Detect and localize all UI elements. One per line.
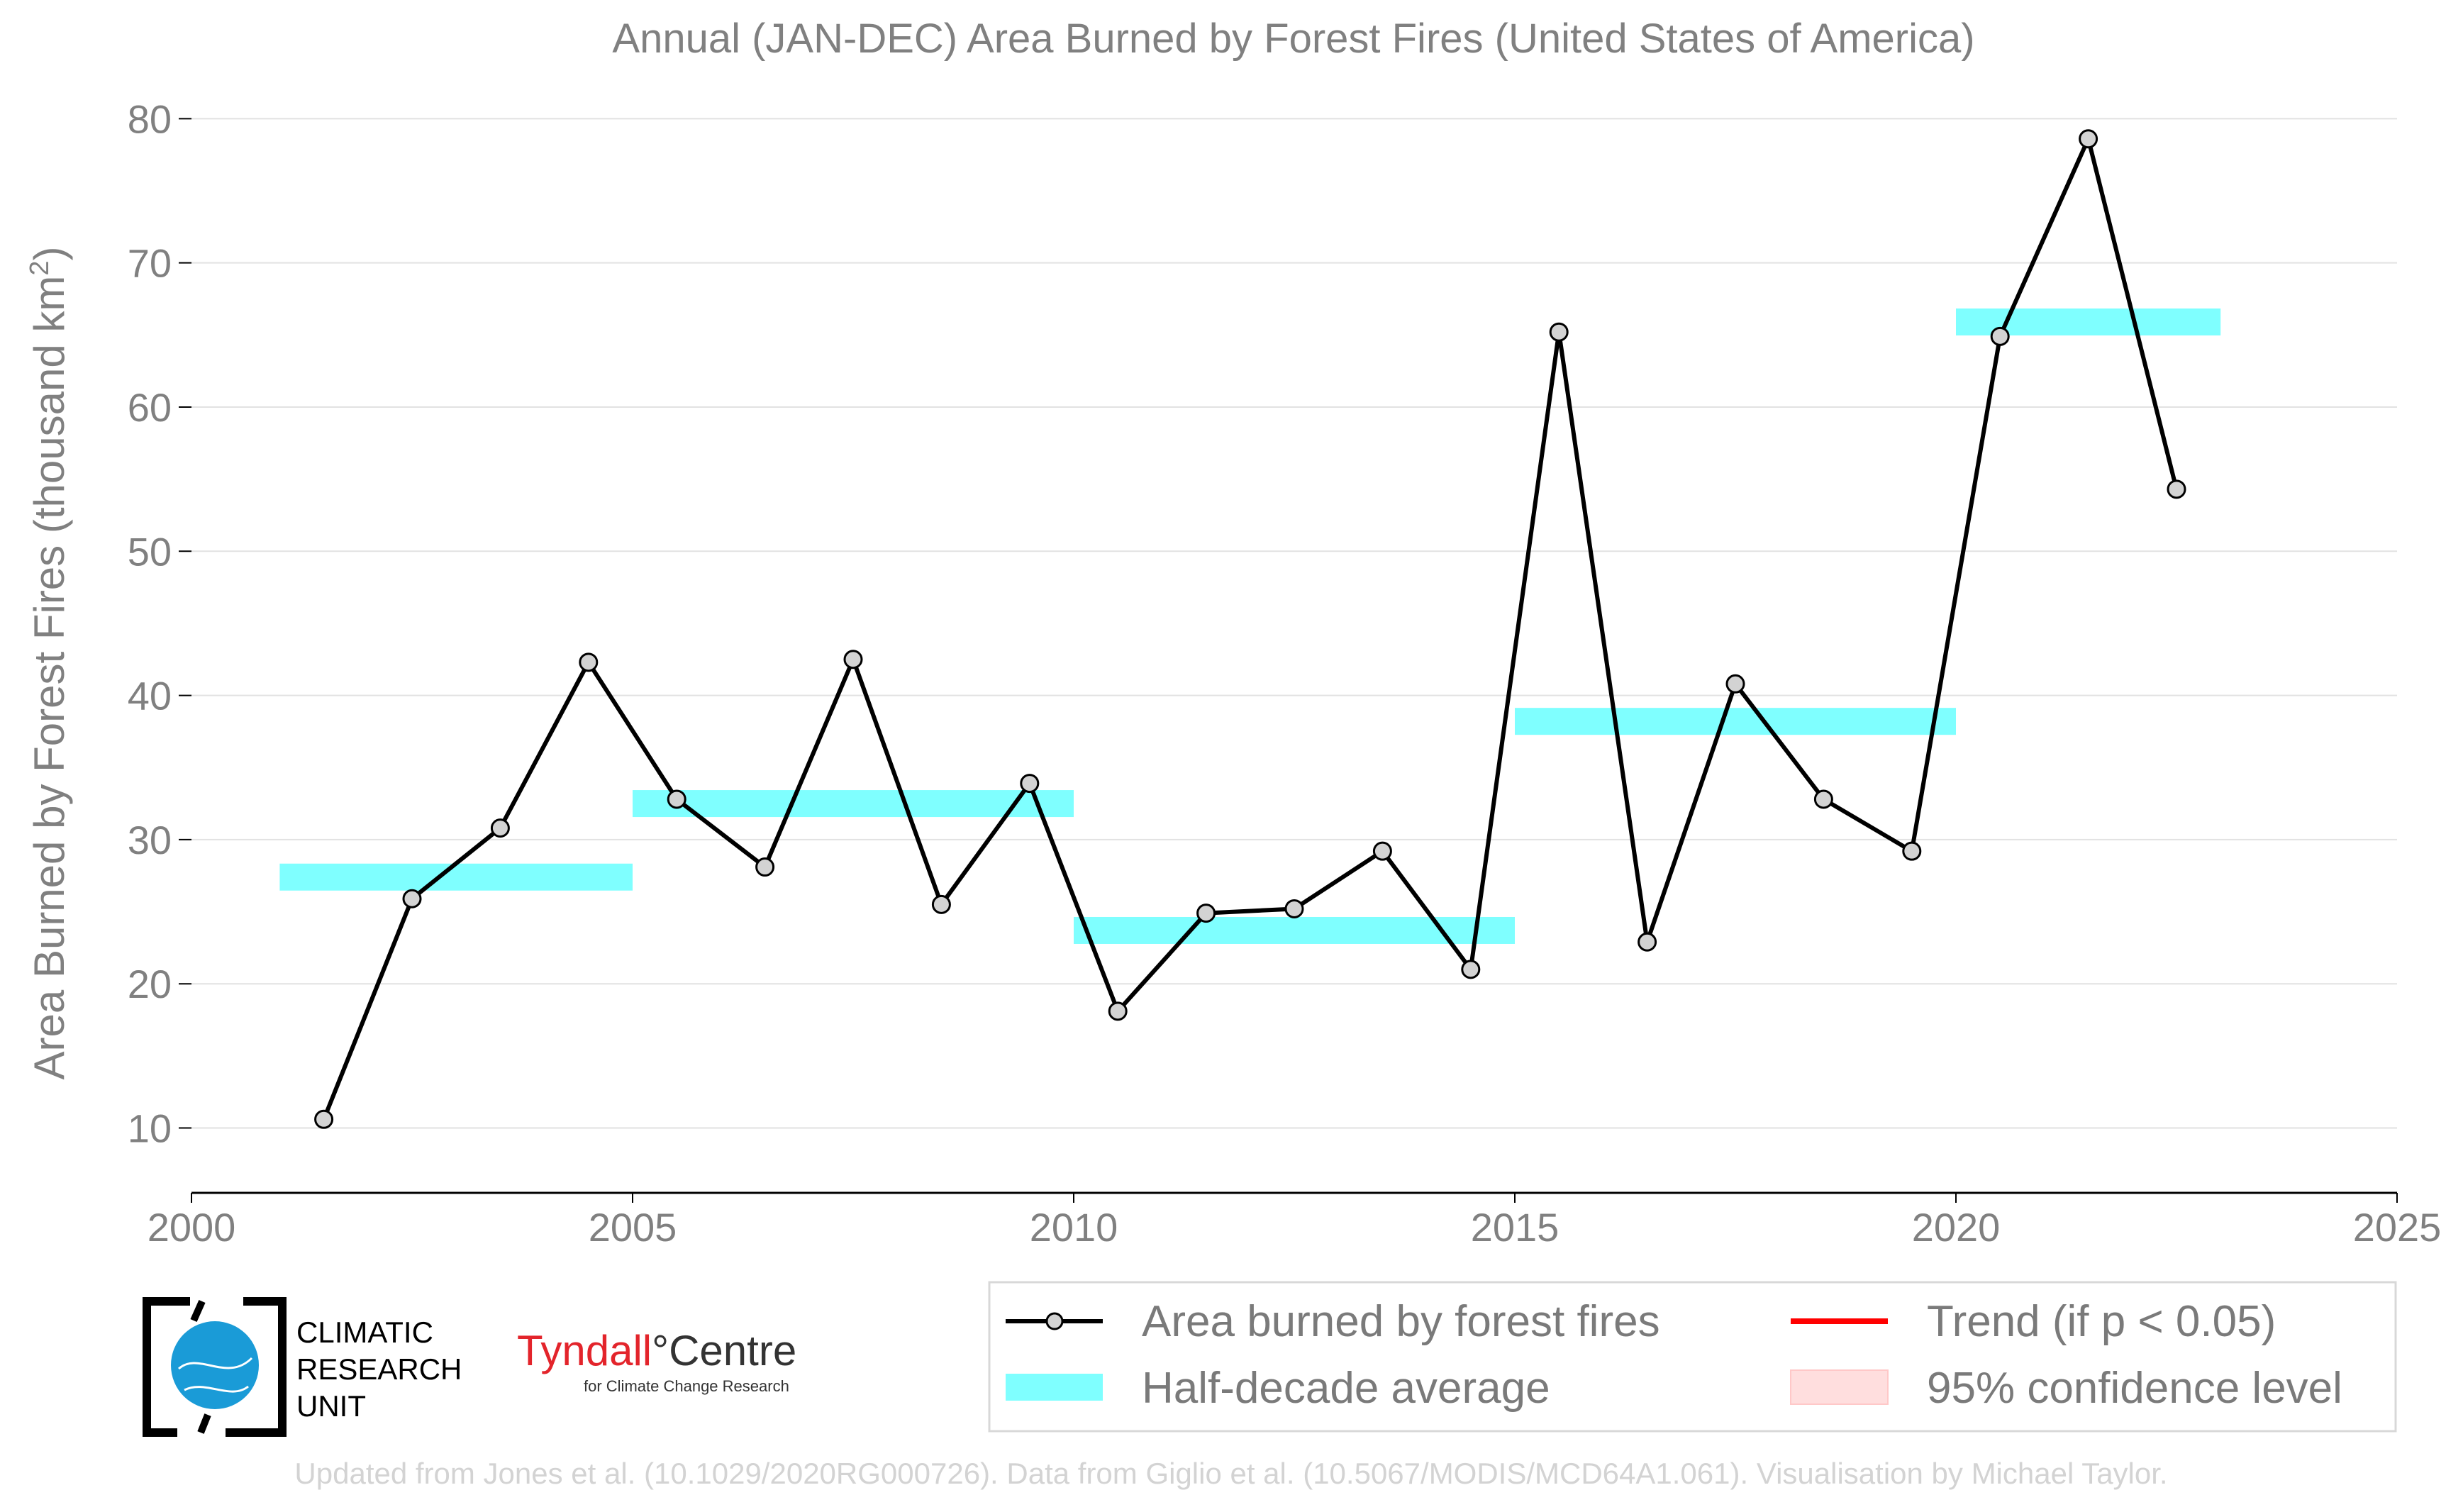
footer-credits: Updated from Jones et al. (10.1029/2020R… bbox=[294, 1457, 2167, 1490]
tyndall-subtitle: for Climate Change Research bbox=[584, 1377, 789, 1395]
cru-logo-slash-top bbox=[190, 1299, 206, 1323]
tyndall-logo: Tyndall°Centre for Climate Change Resear… bbox=[517, 1327, 796, 1395]
data-point-2012 bbox=[1284, 899, 1304, 918]
cru-text-line-1: CLIMATIC bbox=[296, 1316, 433, 1349]
y-axis-label-superscript: 2 bbox=[25, 261, 55, 276]
tyndall-wordmark-part-1: Tyndall bbox=[517, 1327, 652, 1374]
data-point-2007 bbox=[843, 650, 863, 669]
data-point-2004 bbox=[579, 652, 599, 672]
data-point-2011 bbox=[1196, 904, 1216, 923]
half-decade-band-2 bbox=[633, 790, 1074, 818]
legend-label-trend: Trend (if p < 0.05) bbox=[1927, 1297, 2276, 1346]
data-point-2021 bbox=[2079, 129, 2098, 149]
tyndall-wordmark-part-2: °Centre bbox=[652, 1327, 796, 1374]
legend-patch-confidence bbox=[1790, 1369, 1889, 1405]
y-tick-label-80: 80 bbox=[128, 96, 172, 141]
cru-text-line-3: UNIT bbox=[296, 1389, 366, 1423]
data-point-2001 bbox=[314, 1109, 334, 1129]
y-tick-label-30: 30 bbox=[128, 818, 172, 862]
data-point-2010 bbox=[1108, 1001, 1128, 1021]
legend-label-confidence: 95% confidence level bbox=[1927, 1364, 2342, 1413]
data-point-2015 bbox=[1549, 322, 1569, 342]
y-axis-ticks: 10 20 30 40 50 60 70 80 bbox=[128, 96, 191, 1151]
chart-title: Annual (JAN-DEC) Area Burned by Forest F… bbox=[612, 16, 1974, 62]
legend-label-area-burned: Area burned by forest fires bbox=[1142, 1297, 1660, 1346]
data-point-2019 bbox=[1902, 841, 1922, 861]
data-point-2016 bbox=[1638, 932, 1657, 952]
half-decade-band-4 bbox=[1515, 708, 1956, 735]
series-line-area-burned bbox=[321, 136, 2179, 1121]
x-axis: 2000 2005 2010 2015 2020 2025 bbox=[148, 1191, 2442, 1250]
cru-logo-bracket-right bbox=[226, 1297, 287, 1437]
y-tick-label-20: 20 bbox=[128, 962, 172, 1006]
tyndall-wordmark: Tyndall°Centre bbox=[517, 1327, 796, 1374]
cru-globe-swirl bbox=[178, 1357, 253, 1393]
cru-logo-slash-bottom bbox=[197, 1413, 211, 1434]
cru-logo: CLIMATIC RESEARCH UNIT bbox=[143, 1297, 462, 1437]
grid-lines bbox=[191, 118, 2397, 1129]
legend-band-half-decade bbox=[1006, 1374, 1103, 1401]
data-point-2003 bbox=[490, 818, 510, 838]
y-axis-label-main: Area Burned by Forest Fires (thousand km bbox=[26, 276, 73, 1080]
cru-text-line-2: RESEARCH bbox=[296, 1352, 462, 1386]
data-point-2020 bbox=[1990, 326, 2010, 346]
legend-label-half-decade: Half-decade average bbox=[1142, 1364, 1550, 1413]
x-tick-label-2025: 2025 bbox=[2353, 1205, 2442, 1250]
y-axis-label-end: ) bbox=[26, 247, 73, 261]
data-point-2022 bbox=[2167, 479, 2186, 499]
data-point-2018 bbox=[1813, 789, 1833, 809]
legend-marker-area-burned bbox=[1045, 1312, 1064, 1330]
legend: Area burned by forest fires Trend (if p … bbox=[988, 1281, 2397, 1433]
data-point-2006 bbox=[755, 857, 775, 877]
data-point-2017 bbox=[1725, 674, 1745, 694]
data-point-2009 bbox=[1020, 774, 1040, 794]
data-point-2008 bbox=[931, 894, 951, 914]
x-tick-label-2020: 2020 bbox=[1912, 1205, 2001, 1250]
y-tick-label-60: 60 bbox=[128, 385, 172, 430]
half-decade-band-1 bbox=[279, 863, 633, 891]
data-point-2014 bbox=[1461, 960, 1481, 979]
x-tick-label-2005: 2005 bbox=[589, 1205, 677, 1250]
cru-logo-bracket-left bbox=[143, 1297, 190, 1437]
x-tick-label-2000: 2000 bbox=[148, 1205, 236, 1250]
legend-box bbox=[988, 1281, 2397, 1433]
x-tick-label-2015: 2015 bbox=[1471, 1205, 1559, 1250]
data-point-2002 bbox=[402, 889, 422, 908]
x-tick-label-2010: 2010 bbox=[1030, 1205, 1118, 1250]
y-tick-label-70: 70 bbox=[128, 241, 172, 286]
y-axis-label: Area Burned by Forest Fires (thousand km… bbox=[25, 247, 73, 1080]
data-point-2013 bbox=[1372, 841, 1392, 861]
half-decade-average-bands bbox=[279, 308, 2221, 944]
y-tick-label-50: 50 bbox=[128, 529, 172, 574]
y-tick-label-40: 40 bbox=[128, 674, 172, 718]
area-burned-series bbox=[314, 129, 2186, 1129]
data-point-2005 bbox=[667, 789, 686, 809]
y-tick-label-10: 10 bbox=[128, 1106, 172, 1151]
